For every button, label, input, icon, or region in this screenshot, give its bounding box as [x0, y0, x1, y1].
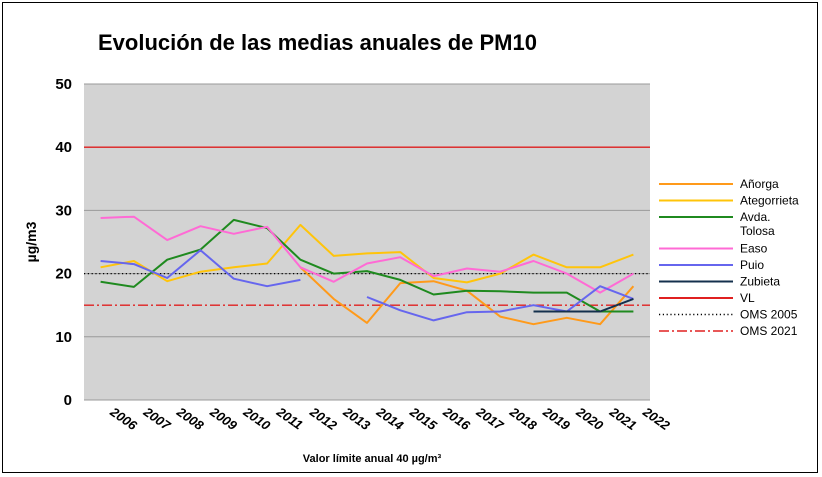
x-tick-label: 2019	[540, 404, 574, 434]
x-axis-label: Valor límite anual 40 µg/m³	[303, 453, 442, 465]
x-tick-label: 2007	[140, 404, 174, 434]
x-tick-label: 2006	[107, 404, 141, 434]
plot-area	[84, 84, 650, 400]
y-tick-label: 10	[55, 329, 72, 346]
series-line-easo	[100, 215, 634, 294]
x-tick-label: 2013	[340, 404, 374, 434]
series-line-avda-tolosa	[100, 218, 634, 313]
y-tick-label: 50	[55, 76, 72, 93]
x-tick-label: 2016	[440, 404, 474, 434]
y-tick-label: 40	[55, 139, 72, 156]
y-tick-label: 0	[64, 392, 72, 409]
x-tick-label: 2010	[240, 404, 274, 434]
x-tick-label: 2012	[307, 404, 341, 434]
legend-label-oms-2005: OMS 2005	[740, 308, 798, 322]
legend-label-zubieta: Zubieta	[740, 275, 780, 289]
legend-label-vl: VL	[740, 291, 755, 305]
x-tick-label: 2021	[606, 404, 639, 433]
x-tick-label: 2009	[207, 404, 241, 434]
legend-label-avda-tolosa: Avda. Tolosa	[740, 210, 775, 238]
y-tick-label: 20	[55, 266, 72, 283]
x-tick-label: 2008	[173, 404, 207, 434]
series-line-puio	[100, 249, 301, 288]
x-tick-label: 2015	[406, 404, 440, 434]
series-line-ategorrieta	[100, 223, 634, 284]
x-tick-label: 2017	[473, 404, 507, 434]
x-tick-label: 2022	[639, 404, 673, 434]
chart-title: Evolución de las medias anuales de PM10	[98, 30, 537, 55]
y-axis-label: µg/m3	[23, 221, 39, 262]
x-tick-label: 2018	[506, 404, 540, 434]
x-tick-label: 2014	[373, 404, 407, 434]
legend-label-añorga: Añorga	[740, 177, 779, 191]
legend-label-oms-2021: OMS 2021	[740, 324, 798, 338]
y-tick-label: 30	[55, 202, 72, 219]
legend-label-ategorrieta: Ategorrieta	[740, 194, 799, 208]
legend-label-easo: Easo	[740, 242, 768, 256]
legend-label-puio: Puio	[740, 258, 764, 272]
x-tick-label: 2020	[573, 404, 607, 434]
series-line-zubieta	[533, 297, 634, 313]
series-line-puio	[366, 285, 634, 322]
x-tick-label: 2011	[273, 404, 305, 433]
legend: Añorga Ategorrieta Avda. Tolosa Easo Puio Zubi…	[659, 177, 799, 338]
